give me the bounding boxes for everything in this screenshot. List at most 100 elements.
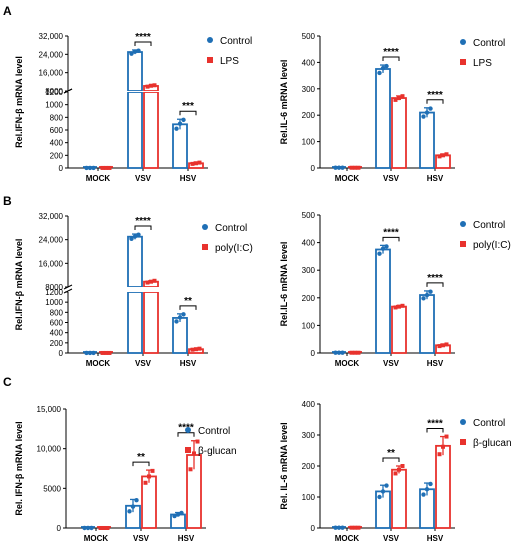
chart-0-data-point [177, 121, 183, 126]
chart-3-data-point [421, 296, 426, 301]
chart-0-data-point [194, 161, 198, 166]
chart-2-bar-lower [127, 291, 143, 354]
chart-1-data-point [421, 114, 426, 119]
chart-2-y-tick-label: 32,000 [39, 212, 64, 221]
chart-1-data-point [356, 165, 361, 170]
chart-3-data-point [428, 289, 433, 294]
chart-2-significance-bracket [179, 305, 197, 310]
chart-4-data-point [82, 525, 87, 531]
chart-1-legend-label: LPS [473, 58, 492, 69]
chart-5-data-point [353, 525, 357, 530]
chart-1-y-tick-label: 400 [302, 58, 316, 67]
chart-4-x-tick-label: VSV [133, 534, 150, 543]
chart-5-significance-label: **** [427, 419, 443, 430]
chart-4-y-axis-label: Rel. IFN-β mRNA level [14, 421, 24, 515]
chart-5-bar [435, 444, 451, 529]
chart-2-y-tick-label: 8000 [45, 283, 63, 292]
chart-2-bar-break-gap [126, 287, 144, 292]
chart-2-data-point [136, 232, 141, 237]
panel-letter-b: B [3, 194, 12, 208]
chart-1-data-point [397, 96, 401, 101]
chart-3-x-tick-label: HSV [427, 359, 444, 368]
chart-0-data-point [132, 49, 138, 54]
chart-0-bar-break-gap [142, 91, 160, 92]
chart-3-significance-bracket [382, 236, 400, 242]
chart-0-legend-label: Control [220, 36, 252, 47]
chart-4-data-point [130, 504, 136, 509]
chart-1-y-axis-label: Rel.IL-6 mRNA level [279, 60, 289, 145]
chart-4-data-point [85, 525, 91, 531]
chart-1-y-tick-label: 500 [302, 32, 316, 41]
chart-2-y-tick-label: 1000 [45, 298, 63, 307]
chart-3-bar [391, 305, 407, 354]
chart-1-data-point [340, 165, 345, 170]
chart-1-data-point [428, 106, 433, 111]
chart-5-data-point [333, 525, 338, 530]
chart-1-bar [375, 68, 391, 169]
chart-2-data-point [145, 280, 150, 285]
chart-1-x-tick-label: MOCK [335, 174, 360, 183]
chart-5-data-point [400, 464, 405, 468]
chart-4-data-point [195, 439, 200, 444]
chart-1-data-point [333, 165, 338, 170]
chart-1-x-tick-label: VSV [383, 174, 400, 183]
chart-3-data-point [333, 350, 338, 355]
chart-3-bar [419, 294, 435, 354]
chart-1-significance-label: **** [383, 47, 399, 58]
chart-4-data-point [188, 467, 193, 472]
chart-2-data-point [129, 236, 134, 241]
chart-2-y-tick-label: 0 [59, 349, 64, 358]
chart-3-data-point [353, 350, 357, 355]
chart-2-y-tick-label: 24,000 [39, 236, 64, 245]
chart-5-x-tick-label: VSV [383, 534, 400, 543]
chart-2-data-point [107, 350, 112, 355]
chart-5-significance-bracket [382, 457, 400, 462]
chart-0-y-tick-label: 32,000 [39, 32, 64, 41]
chart-2-data-point [91, 350, 96, 356]
chart-3-legend-marker [460, 221, 466, 227]
chart-2-data-point [132, 234, 138, 239]
chart-0-legend-marker [207, 37, 213, 43]
chart-3-y-axis-label: Rel.IL-6 mRNA level [279, 242, 289, 327]
chart-2-y-tick-label: 800 [50, 308, 64, 317]
chart-4-y-tick-label: 5000 [43, 484, 61, 493]
chart-3-y-tick-label: 300 [302, 266, 316, 275]
chart-0-data-point [136, 48, 141, 53]
chart-0-y-tick-label: 24,000 [39, 50, 64, 59]
chart-3-y-tick-label: 100 [302, 321, 316, 330]
chart-2-y-tick-label: 600 [50, 319, 64, 328]
chart-1-data-point [353, 165, 357, 170]
chart-2-data-point [104, 350, 108, 355]
chart-1-legend-marker [460, 59, 466, 65]
chart-1-data-point [393, 97, 398, 102]
chart-5-x-tick-label: MOCK [335, 534, 360, 543]
chart-2-data-point [100, 350, 105, 355]
chart-4-x-tick-label: MOCK [84, 534, 109, 543]
chart-2-data-point [84, 350, 89, 356]
chart-2-bar [172, 317, 188, 354]
chart-5-data-point [336, 525, 342, 530]
chart-5-legend-marker [460, 439, 466, 445]
chart-4-data-point [102, 525, 106, 530]
chart-0-x-tick-label: VSV [135, 174, 152, 183]
chart-4-data-point [175, 512, 181, 517]
chart-4-legend-label: Control [198, 426, 230, 437]
chart-2-significance-label: **** [135, 216, 151, 227]
chart-2-significance-bracket [134, 225, 152, 231]
chart-3-data-point [437, 344, 442, 349]
chart-0-y-tick-label: 0 [59, 164, 64, 173]
chart-3-data-point [380, 246, 386, 251]
chart-4-data-point [89, 525, 94, 531]
chart-5-y-tick-label: 0 [311, 524, 316, 533]
chart-1-y-tick-label: 300 [302, 85, 316, 94]
chart-0-y-tick-label: 600 [50, 126, 64, 135]
chart-1-significance-label: **** [427, 90, 443, 101]
chart-0-data-point [91, 165, 96, 171]
chart-4-data-point [150, 468, 155, 473]
chart-3-data-point [340, 350, 345, 355]
chart-1-legend-label: Control [473, 38, 505, 49]
chart-4-significance-label: ** [137, 452, 145, 463]
chart-3-data-point [377, 251, 382, 256]
chart-2-significance-label: ** [184, 296, 192, 307]
chart-5-data-point [421, 492, 426, 497]
